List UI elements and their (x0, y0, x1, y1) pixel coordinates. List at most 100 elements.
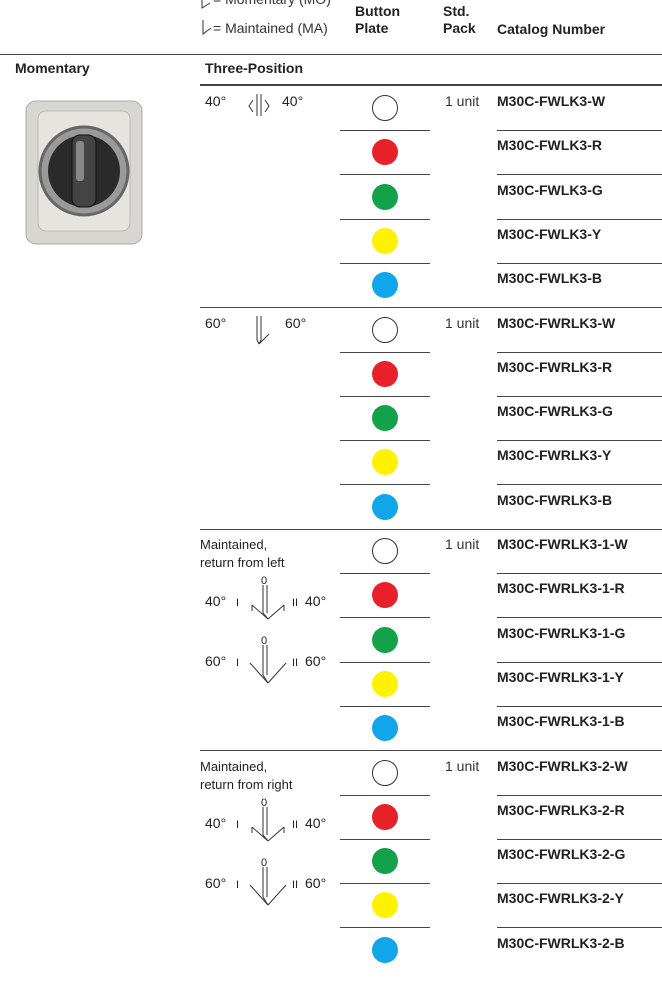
angle-label: 60° (205, 874, 227, 891)
switch-symbol (251, 585, 285, 620)
rule (340, 218, 430, 220)
button-plate-color (372, 759, 398, 786)
switch-symbol (249, 866, 287, 905)
button-plate-color (372, 183, 398, 210)
rule (200, 84, 662, 86)
button-plate-color (372, 715, 398, 742)
rule (340, 661, 430, 663)
rule (497, 174, 662, 176)
rule (340, 883, 430, 885)
button-plate-color (372, 139, 398, 166)
angle-label: 40° (305, 593, 327, 609)
position-mark: II (292, 657, 299, 669)
rule (340, 794, 430, 796)
position-mark: I (236, 597, 240, 609)
angle-label: 60° (305, 874, 327, 891)
catalog-number: M30C-FWRLK3-2-G (497, 846, 626, 863)
catalog-number: M30C-FWRLK3-G (497, 403, 613, 420)
rule (497, 218, 662, 220)
rule (497, 440, 662, 442)
legend-maintained: = Maintained (MA) (213, 20, 328, 36)
button-plate-color (372, 360, 398, 387)
button-plate-color (372, 493, 398, 520)
rule (497, 838, 662, 840)
angle-label: 60° (285, 314, 307, 331)
button-plate-color (372, 316, 398, 343)
button-plate-color (372, 95, 398, 121)
std-pack: 1 unit (445, 93, 480, 109)
button-plate-color (372, 626, 398, 653)
rule (497, 705, 662, 707)
catalog-number: M30C-FWRLK3-B (497, 491, 613, 508)
button-plate-color (372, 227, 398, 254)
catalog-number: M30C-FWRLK3-1-Y (497, 668, 624, 685)
rule (340, 927, 430, 929)
catalog-number: M30C-FWLK3-G (497, 181, 603, 198)
rule (497, 883, 662, 885)
rule (340, 573, 430, 574)
description: Maintained, (200, 758, 268, 774)
position-mark: II (292, 818, 299, 831)
rule (340, 395, 430, 397)
switch-symbol (248, 94, 270, 116)
rule (340, 440, 430, 442)
switch-symbol (201, 0, 211, 9)
switch-symbol (256, 315, 270, 344)
angle-label: 60° (205, 653, 227, 669)
position-mark: I (236, 878, 240, 891)
rule (0, 54, 662, 55)
catalog-number: M30C-FWRLK3-1-R (497, 580, 625, 597)
catalog-number: M30C-FWRLK3-1-G (497, 624, 626, 641)
rule (340, 705, 430, 707)
description: return from right (200, 776, 293, 792)
angle-label: 60° (305, 653, 327, 669)
section-title: Three-Position (205, 60, 304, 76)
angle-label: 40° (205, 593, 227, 609)
catalog-number: M30C-FWLK3-B (497, 270, 602, 287)
angle-label: 40° (205, 93, 227, 109)
position-mark: 0 (261, 635, 268, 647)
std-pack: 1 unit (445, 757, 480, 774)
product-image (25, 100, 143, 245)
column-header: Catalog Number (497, 21, 606, 37)
button-plate-color (372, 803, 398, 830)
catalog-number: M30C-FWRLK3-2-Y (497, 890, 624, 907)
switch-symbol (251, 806, 285, 841)
rule (497, 661, 662, 663)
rule (497, 794, 662, 796)
catalog-number: M30C-FWRLK3-1-W (497, 536, 628, 552)
catalog-number: M30C-FWRLK3-Y (497, 447, 612, 464)
rule (497, 395, 662, 397)
rule (340, 617, 430, 619)
button-plate-color (372, 936, 398, 963)
position-mark: I (236, 818, 240, 831)
position-mark: 0 (261, 575, 268, 587)
column-header: Button Plate (355, 3, 401, 36)
catalog-number: M30C-FWRLK3-2-R (497, 801, 625, 818)
button-plate-color (372, 449, 398, 476)
rule (497, 130, 662, 131)
angle-label: 40° (305, 814, 327, 831)
catalog-number: M30C-FWRLK3-2-B (497, 934, 625, 951)
description: Maintained, (200, 537, 268, 552)
rule (497, 617, 662, 619)
catalog-number: M30C-FWLK3-W (497, 93, 606, 109)
button-plate-color (372, 670, 398, 697)
button-plate-color (372, 848, 398, 875)
position-mark: I (236, 657, 240, 669)
std-pack: 1 unit (445, 314, 480, 331)
rule (200, 528, 662, 530)
button-plate-color (372, 405, 398, 432)
button-plate-color (372, 272, 398, 299)
angle-label: 40° (205, 814, 227, 831)
rule (497, 484, 662, 486)
catalog-number: M30C-FWRLK3-W (497, 314, 616, 331)
catalog-number: M30C-FWRLK3-2-W (497, 757, 628, 774)
angle-label: 60° (205, 314, 227, 331)
switch-symbol (202, 20, 212, 35)
std-pack: 1 unit (445, 536, 480, 552)
position-mark: II (292, 597, 299, 609)
rule (340, 262, 430, 264)
rule (497, 927, 662, 929)
